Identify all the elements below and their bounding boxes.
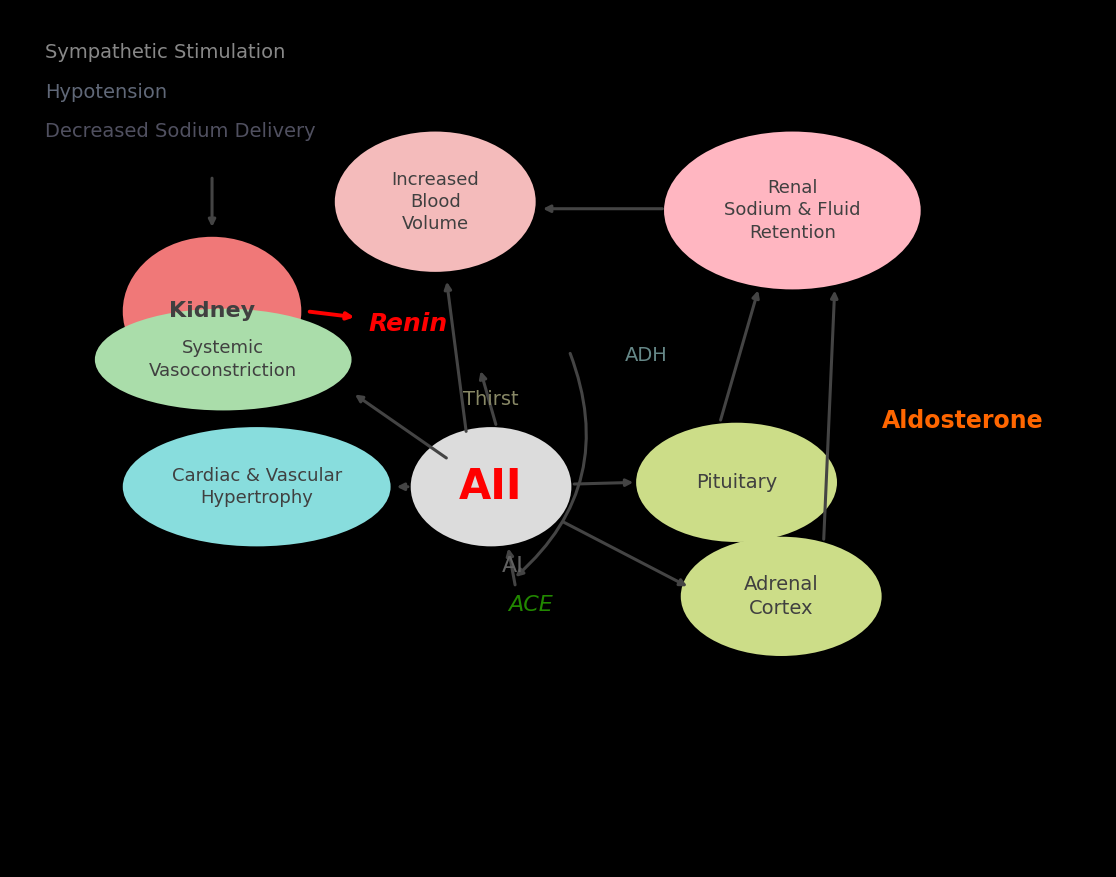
Text: Cardiac & Vascular
Hypertrophy: Cardiac & Vascular Hypertrophy [172, 467, 341, 507]
Text: Aldosterone: Aldosterone [882, 409, 1043, 433]
Text: Increased
Blood
Volume: Increased Blood Volume [392, 170, 479, 233]
Text: AI: AI [502, 556, 523, 575]
Text: Systemic
Vasoconstriction: Systemic Vasoconstriction [150, 339, 297, 380]
Text: ACE: ACE [508, 595, 552, 615]
Text: Hypotension: Hypotension [45, 82, 166, 102]
Text: Decreased Sodium Delivery: Decreased Sodium Delivery [45, 122, 315, 141]
Text: Pituitary: Pituitary [696, 473, 777, 492]
Ellipse shape [411, 427, 571, 546]
Ellipse shape [123, 427, 391, 546]
Text: Kidney: Kidney [169, 302, 256, 321]
Text: Renal
Sodium & Fluid
Retention: Renal Sodium & Fluid Retention [724, 179, 860, 242]
Text: Thirst: Thirst [463, 389, 519, 409]
Text: Renin: Renin [368, 312, 448, 337]
Ellipse shape [123, 237, 301, 386]
Text: ADH: ADH [625, 346, 667, 365]
Text: Adrenal
Cortex: Adrenal Cortex [744, 575, 818, 617]
Ellipse shape [681, 537, 882, 656]
Ellipse shape [95, 309, 352, 410]
Ellipse shape [335, 132, 536, 272]
Ellipse shape [664, 132, 921, 289]
Text: AII: AII [460, 466, 522, 508]
Ellipse shape [636, 423, 837, 542]
Text: Sympathetic Stimulation: Sympathetic Stimulation [45, 43, 285, 62]
